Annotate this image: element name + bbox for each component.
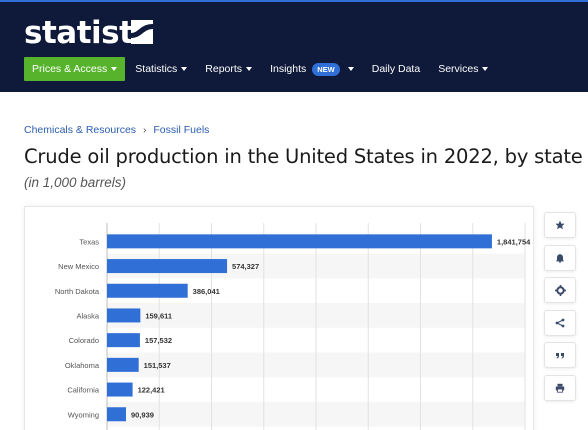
bar [107,382,133,397]
breadcrumb-separator: › [142,124,147,136]
category-label: Oklahoma [65,361,100,370]
chevron-down-icon [482,67,489,71]
bar [107,234,492,249]
bar [107,333,140,348]
category-label: California [67,386,100,395]
category-label: Texas [79,237,99,246]
data-label: 159,611 [145,311,172,320]
breadcrumb: Chemicals & Resources › Fossil Fuels [24,124,209,136]
nav-services[interactable]: Services [438,63,489,75]
main-content: Chemicals & Resources › Fossil Fuels Cru… [0,92,588,430]
data-label: 574,327 [232,262,259,271]
bar-chart: Texas 1,841,754 New Mexico 574,327 North Dak… [55,223,531,430]
bell-icon [556,253,564,263]
chevron-down-icon [111,67,118,71]
chevron-down-icon [347,67,354,71]
data-label: 1,841,754 [497,237,531,246]
statista-logo-icon[interactable] [131,20,153,44]
nav-reports[interactable]: Reports [205,63,253,75]
nav-label: Statistics [135,63,178,75]
print-icon [555,383,565,393]
bar [107,259,228,274]
star-icon [555,220,565,230]
category-label: New Mexico [58,262,99,271]
data-label: 157,532 [145,336,172,345]
bar [107,407,127,422]
chevron-down-icon [246,67,253,71]
nav-label: Services [438,63,479,75]
print-button[interactable] [544,374,576,401]
gear-icon [554,284,566,296]
data-label: 122,421 [138,386,165,395]
bar [107,283,188,298]
main-nav: Prices & Access Statistics Reports Insig… [24,57,506,81]
nav-statistics[interactable]: Statistics [135,63,188,75]
share-button[interactable] [544,309,576,336]
nav-insights[interactable]: Insights NEW [270,62,354,76]
new-badge: NEW [312,62,340,76]
chevron-down-icon [181,67,188,71]
category-label: Wyoming [68,410,99,419]
chart-card: Texas 1,841,754 New Mexico 574,327 North Dak… [24,206,534,430]
nav-label: Daily Data [371,63,421,75]
bar [107,308,141,323]
quote-icon [556,353,564,359]
page-title: Crude oil production in the United State… [24,145,583,168]
data-label: 386,041 [193,287,220,296]
settings-button[interactable] [544,277,576,303]
breadcrumb-link-chemicals[interactable]: Chemicals & Resources [24,124,137,136]
citation-button[interactable] [544,342,576,368]
nav-daily-data[interactable]: Daily Data [372,63,420,75]
data-label: 151,537 [144,361,171,370]
nav-label: Prices & Access [32,63,108,75]
chart-toolbar [544,212,578,407]
data-label: 90,939 [131,410,154,419]
share-icon [555,318,565,327]
favorite-button[interactable] [544,212,576,238]
bar [107,357,139,372]
category-label: Alaska [76,311,99,320]
nav-label: Insights [270,63,307,75]
category-label: North Dakota [55,287,100,296]
top-navigation-bar: statista Prices & Access Statistics Repo… [0,0,588,92]
page-subtitle: (in 1,000 barrels) [24,175,127,190]
nav-prices-access[interactable]: Prices & Access [24,57,126,81]
nav-label: Reports [205,63,243,75]
category-label: Colorado [69,336,99,345]
breadcrumb-link-fossil-fuels[interactable]: Fossil Fuels [153,124,210,136]
notification-button[interactable] [544,244,576,271]
